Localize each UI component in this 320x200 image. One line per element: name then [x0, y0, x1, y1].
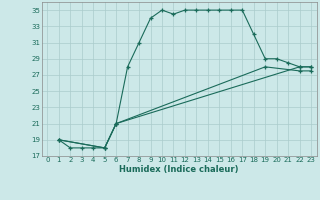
X-axis label: Humidex (Indice chaleur): Humidex (Indice chaleur): [119, 165, 239, 174]
